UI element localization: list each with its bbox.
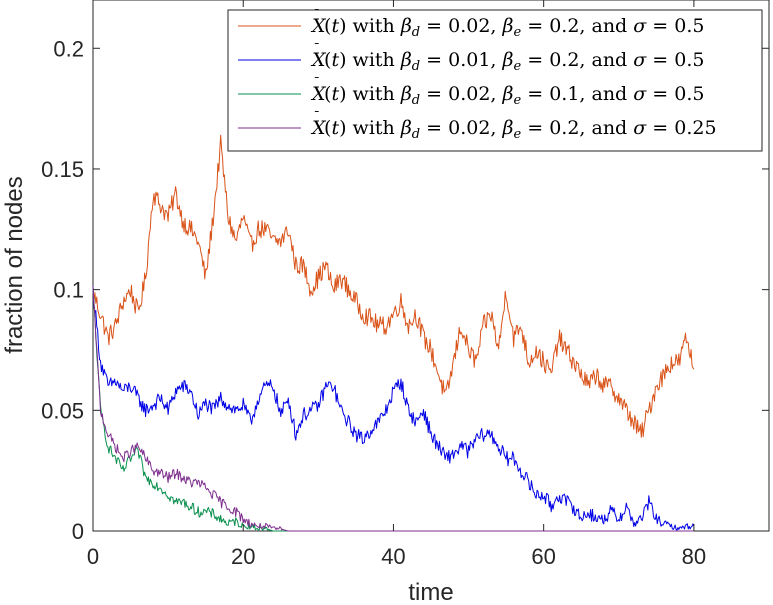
- x-tick-label: 60: [531, 544, 555, 569]
- legend: X¯ (t) with βd = 0.02, βe = 0.2, and σ = …: [227, 8, 763, 152]
- y-tick-label: 0: [72, 519, 84, 544]
- legend-label: X¯ (t) with βd = 0.01, βe = 0.2, and σ = …: [310, 42, 704, 74]
- x-tick-label: 40: [381, 544, 405, 569]
- series-group: [92, 134, 695, 532]
- x-tick-label: 20: [231, 544, 255, 569]
- y-axis-label: fraction of nodes: [1, 176, 28, 353]
- legend-entry-2: X¯ (t) with βd = 0.01, βe = 0.2, and σ = …: [238, 42, 704, 74]
- legend-entry-1: X¯ (t) with βd = 0.02, βe = 0.2, and σ = …: [238, 8, 704, 40]
- y-tick-label: 0.1: [53, 278, 84, 303]
- legend-label: X¯ (t) with βd = 0.02, βe = 0.2, and σ = …: [310, 110, 717, 142]
- x-tick-label: 80: [682, 544, 706, 569]
- legend-label: X¯ (t) with βd = 0.02, βe = 0.2, and σ = …: [310, 8, 704, 40]
- series-line-3: [92, 286, 319, 532]
- x-axis-label: time: [408, 579, 453, 605]
- ticks-group: 0 20 40 60 80 0 0.05 0.1 0.15 0.2: [41, 0, 769, 569]
- y-tick-label: 0.05: [41, 398, 84, 423]
- legend-box: [227, 9, 763, 152]
- y-tick-label: 0.2: [53, 36, 84, 61]
- x-tick-label: 0: [87, 544, 99, 569]
- series-line-1: [92, 134, 695, 438]
- legend-entry-4: X¯ (t) with βd = 0.02, βe = 0.2, and σ = …: [238, 110, 717, 142]
- legend-entry-3: X¯ (t) with βd = 0.02, βe = 0.1, and σ = …: [238, 76, 704, 108]
- legend-label: X¯ (t) with βd = 0.02, βe = 0.1, and σ = …: [310, 76, 704, 108]
- y-tick-label: 0.15: [41, 157, 84, 182]
- series-line-2: [92, 285, 695, 531]
